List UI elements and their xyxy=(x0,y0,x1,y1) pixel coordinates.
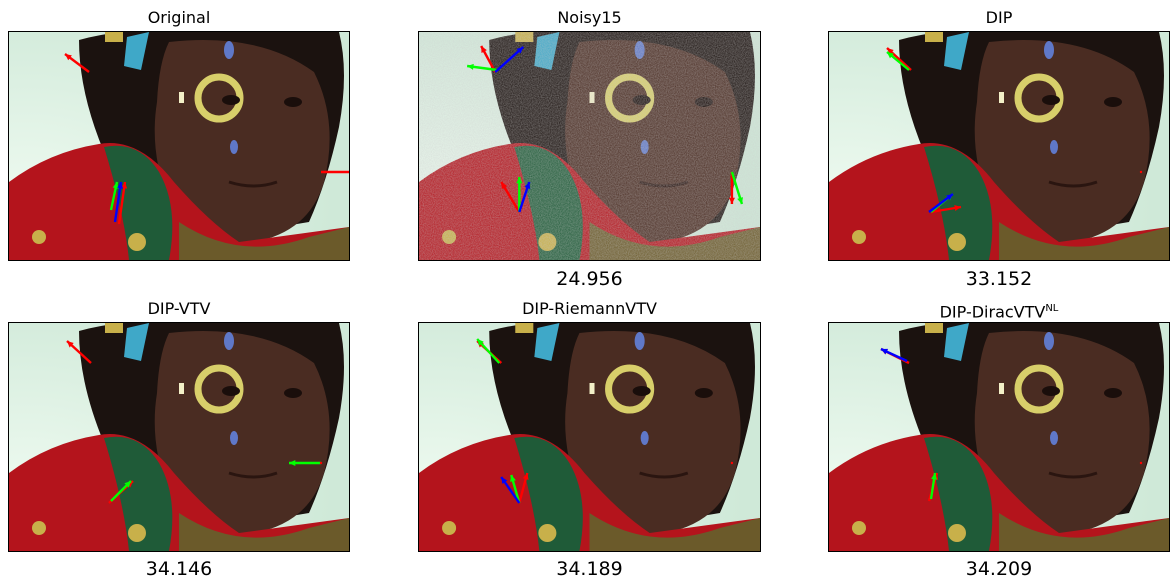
panel-noisy15: Noisy15 24.956 xyxy=(418,0,761,290)
panel-title: DIP-RiemannVTV xyxy=(522,299,657,318)
psnr-score: 33.152 xyxy=(965,268,1033,290)
panel-title: DIP-DiracVTVNL xyxy=(939,302,1059,322)
girl-image xyxy=(9,32,349,260)
psnr-score: 34.209 xyxy=(965,558,1033,580)
photo xyxy=(8,31,350,261)
photo xyxy=(828,322,1170,552)
girl-image xyxy=(829,32,1169,260)
photo xyxy=(828,31,1170,261)
panel-dip-diracvtv-nl: DIP-DiracVTVNL 34.209 xyxy=(828,291,1170,580)
panel-title: Noisy15 xyxy=(557,8,622,27)
girl-image xyxy=(419,323,760,551)
psnr-score: 34.146 xyxy=(145,558,213,580)
psnr-score: 24.956 xyxy=(556,268,623,290)
girl-image xyxy=(419,32,760,260)
panel-title: DIP xyxy=(985,8,1013,27)
photo xyxy=(418,322,761,552)
girl-image xyxy=(829,323,1169,551)
photo xyxy=(418,31,761,261)
panel-title: Original xyxy=(147,8,211,27)
panel-dip-vtv: DIP-VTV 34.146 xyxy=(8,291,350,580)
psnr-score: 34.189 xyxy=(556,558,623,580)
girl-image xyxy=(9,323,349,551)
panel-dip: DIP 33.152 xyxy=(828,0,1170,290)
panel-title: DIP-VTV xyxy=(147,299,211,318)
panel-dip-riemannvtv: DIP-RiemannVTV 34.189 xyxy=(418,291,761,580)
photo xyxy=(8,322,350,552)
panel-original: Original xyxy=(8,0,350,290)
